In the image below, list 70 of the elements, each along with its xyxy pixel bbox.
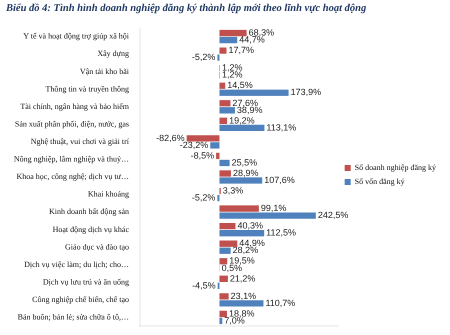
bar [219,293,229,300]
data-label: 19,2% [229,115,255,126]
data-label: 173,9% [290,87,322,98]
bar [219,248,231,254]
data-label: 18,8% [228,308,254,318]
y-tick-label: Khoa học, công nghệ; dịch vụ tư… [16,172,129,182]
bar [219,300,264,307]
y-tick-label: Khai khoáng [88,190,129,199]
data-label: 107,6% [264,174,295,185]
bar [219,310,227,318]
y-tick-label: Kinh doanh bất động sản [49,207,129,216]
y-tick-label: Y tế và hoạt động trợ giúp xã hội [23,32,130,41]
data-label: 21,2% [230,273,256,284]
bar [219,124,264,132]
y-tick-label: Giáo dục và đào tạo [65,242,129,252]
data-label: 110,7% [265,298,296,308]
bar [186,135,220,142]
data-label: 17,7% [228,45,254,56]
data-label: -8,5% [190,150,214,160]
y-tick-label: Nghệ thuật, vui chơi và giải trí [30,136,130,146]
bar [219,170,231,177]
data-label: 25,5% [232,157,258,168]
y-tick-label: Sản xuất phân phối, điện, nước, gas [14,119,129,128]
bar [219,82,226,89]
bar [219,258,228,264]
data-label: 14,5% [227,80,253,90]
legend-label: Số vốn đăng ký [354,177,405,186]
data-label: -5,2% [192,192,216,203]
bar [219,30,247,36]
y-tick-label: Thông tin và truyền thông [45,84,129,94]
data-label: 27,6% [232,98,258,108]
bar [219,205,259,212]
data-label: 28,9% [232,168,258,178]
y-tick-label: Tài chính, ngân hàng và bảo hiểm [20,102,130,111]
data-label: 242,5% [318,210,348,220]
data-label: 3,3% [222,186,244,196]
bar [219,212,316,219]
data-label: 19,5% [229,256,255,266]
data-label: 99,1% [260,203,286,214]
bar [219,107,235,114]
bar [219,240,238,247]
data-label: 112,5% [266,228,296,238]
data-label: -4,5% [192,280,216,290]
data-label: 113,1% [266,122,296,132]
bar [219,160,230,166]
bar [219,318,222,324]
bar [219,177,262,184]
y-tick-label: Dịch vụ lưu trú và ăn uống [42,277,129,286]
y-tick-label: Xây dựng [97,49,129,58]
bar [219,118,228,124]
y-tick-label: Dịch vụ việc làm; du lịch; cho… [24,260,129,269]
data-label: -5,2% [192,52,216,62]
bar [219,36,238,44]
y-tick-label: Nông nghiệp, lâm nghiệp và thuỷ… [14,154,129,164]
bar [219,230,264,236]
chart-title: Biểu đồ 4: Tình hình doanh nghiệp đăng ký thành lập mới theo lĩnh vực hoạt động [5,2,368,16]
legend-label: Số doanh nghiệp đăng ký [354,163,436,172]
y-tick-label: Hoạt động dịch vụ khác [52,224,130,234]
bar [219,222,236,230]
data-label: 23,1% [230,290,256,301]
bar [216,152,220,160]
bar [219,47,227,54]
bar [219,100,230,106]
y-tick-label: Công nghiệp chế biến, chế tạo [32,294,129,304]
bar [219,90,289,96]
y-tick-label: Vận tải kho bãi [80,66,130,76]
bar [210,142,220,149]
y-tick-label: Bán buôn; bán lẻ; sửa chữa ô tô,… [18,312,129,322]
data-label: 40,3% [237,220,264,231]
bar [219,276,228,282]
